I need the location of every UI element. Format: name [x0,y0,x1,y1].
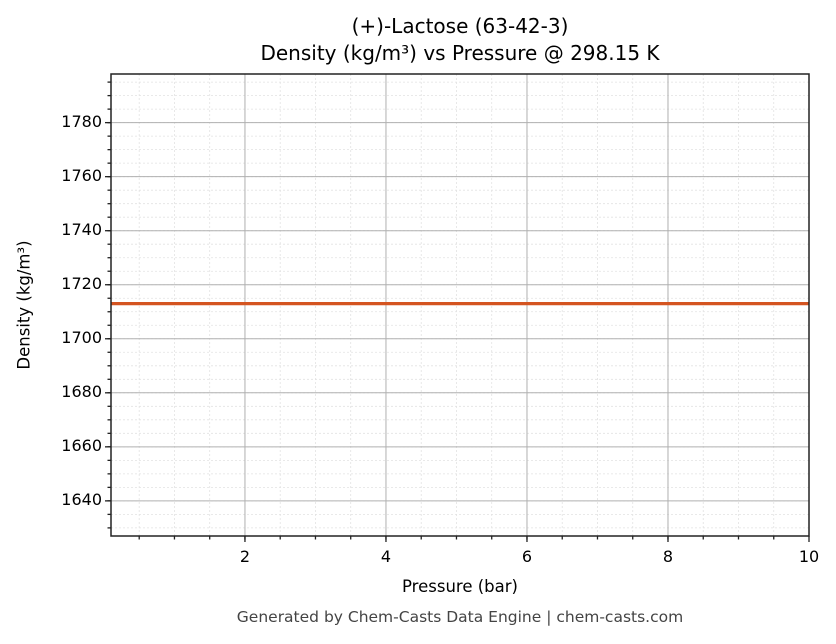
y-tick-label: 1680 [61,381,102,401]
chart-title: (+)-Lactose (63-42-3) [351,14,569,38]
x-tick-label: 6 [521,547,533,566]
axis-ticks [105,81,810,542]
chart-subtitle: Density (kg/m³) vs Pressure @ 298.15 K [260,41,660,65]
x-tick-label: 8 [662,547,674,566]
y-tick-label: 1640 [61,489,102,509]
y-tick-label: 1760 [61,165,102,185]
x-tick-label: 10 [798,547,820,566]
footer-credit: Generated by Chem-Casts Data Engine | ch… [236,608,684,626]
y-tick-label: 1660 [61,435,102,455]
x-tick-label: 2 [239,547,251,566]
y-tick-label: 1780 [61,111,102,131]
y-tick-label: 1740 [61,219,102,239]
y-tick-label: 1720 [61,273,102,293]
x-tick-label: 4 [380,547,392,566]
x-axis-label: Pressure (bar) [402,577,518,596]
plot-frame [110,73,810,537]
y-axis-label: Density (kg/m³) [14,240,34,370]
y-tick-label: 1700 [61,327,102,347]
